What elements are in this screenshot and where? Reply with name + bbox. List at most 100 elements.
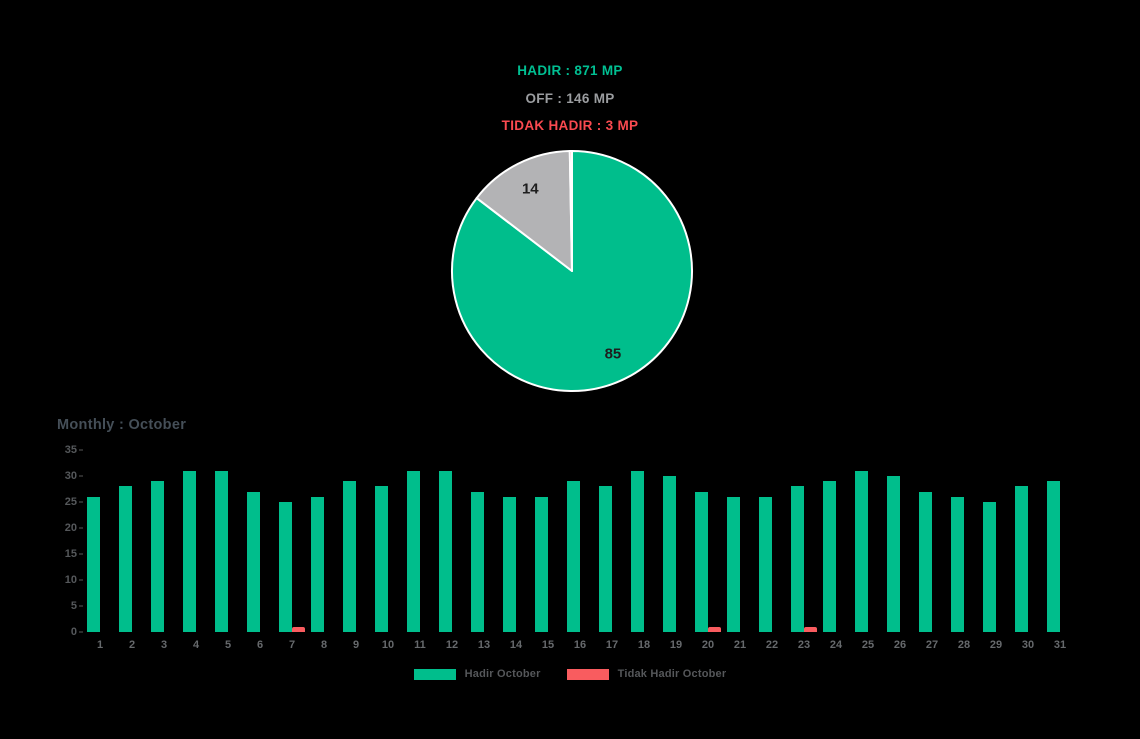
x-tick-label-20: 20: [701, 639, 715, 651]
bar-group-day-25: [852, 450, 884, 632]
hadir-bar-day-5[interactable]: [215, 470, 228, 632]
hadir-bar-day-22[interactable]: [759, 496, 772, 632]
x-tick-label-14: 14: [509, 639, 523, 651]
x-tick-label-12: 12: [445, 639, 459, 651]
pie-slice-tidak-hadir[interactable]: [568, 150, 573, 272]
x-tick-label-21: 21: [733, 639, 747, 651]
x-tick-label-8: 8: [320, 639, 328, 651]
x-tick-label-2: 2: [128, 639, 136, 651]
bar-pair-day-11: [407, 470, 433, 632]
bar-group-day-29: [980, 450, 1012, 632]
pie-value-off: 14: [521, 180, 539, 198]
x-tick-label-3: 3: [160, 639, 168, 651]
hadir-bar-day-3[interactable]: [151, 481, 164, 632]
bar-pair-day-4: [183, 470, 209, 632]
bar-pair-day-24: [823, 481, 849, 632]
hadir-bar-day-15[interactable]: [535, 496, 548, 632]
legend-item-tidak-hadir-october[interactable]: Tidak Hadir October: [566, 668, 727, 680]
y-tick-mark: [79, 579, 83, 581]
bar-pair-day-31: [1047, 481, 1073, 632]
bar-pair-day-18: [631, 470, 657, 632]
x-tick-label-9: 9: [352, 639, 360, 651]
hadir-bar-day-14[interactable]: [503, 496, 516, 632]
hadir-bar-day-2[interactable]: [119, 486, 132, 632]
tidak-hadir-bar-day-20[interactable]: [708, 626, 721, 632]
bar-pair-day-7: [279, 502, 305, 632]
hadir-bar-day-24[interactable]: [823, 481, 836, 632]
hadir-bar-day-30[interactable]: [1015, 486, 1028, 632]
bar-pair-day-20: [695, 491, 721, 632]
pie-slice-off[interactable]: [475, 150, 573, 272]
bar-pair-day-2: [119, 486, 145, 632]
hadir-bar-day-1[interactable]: [87, 496, 100, 632]
summary-tidak-hadir: TIDAK HADIR : 3 MP: [501, 118, 639, 133]
bar-group-day-23: [788, 450, 820, 632]
bar-pair-day-27: [919, 491, 945, 632]
y-tick-label-5: 5: [70, 600, 77, 612]
hadir-bar-day-29[interactable]: [983, 502, 996, 632]
hadir-bar-day-7[interactable]: [279, 502, 292, 632]
hadir-bar-day-31[interactable]: [1047, 481, 1060, 632]
tidak-hadir-bar-day-7[interactable]: [292, 626, 305, 632]
legend-label: Hadir October: [464, 668, 541, 680]
hadir-bar-day-13[interactable]: [471, 491, 484, 632]
hadir-bar-day-8[interactable]: [311, 496, 324, 632]
bar-pair-day-13: [471, 491, 497, 632]
x-tick-label-11: 11: [414, 639, 426, 651]
bar-pair-day-26: [887, 476, 913, 632]
hadir-bar-day-20[interactable]: [695, 491, 708, 632]
summary-hadir: HADIR : 871 MP: [517, 63, 623, 78]
hadir-bar-day-26[interactable]: [887, 476, 900, 632]
hadir-bar-day-10[interactable]: [375, 486, 388, 632]
x-tick-label-15: 15: [541, 639, 555, 651]
hadir-bar-day-11[interactable]: [407, 470, 420, 632]
bar-pair-day-29: [983, 502, 1009, 632]
bar-group-day-2: [116, 450, 148, 632]
hadir-bar-day-12[interactable]: [439, 470, 452, 632]
hadir-bar-day-21[interactable]: [727, 496, 740, 632]
x-tick-label-17: 17: [605, 639, 619, 651]
x-tick-label-5: 5: [224, 639, 232, 651]
legend-item-hadir-october[interactable]: Hadir October: [413, 668, 541, 680]
bar-pair-day-19: [663, 476, 689, 632]
bar-pair-day-1: [87, 496, 113, 632]
x-tick-label-25: 25: [861, 639, 875, 651]
x-tick-label-19: 19: [669, 639, 683, 651]
tidak-hadir-bar-day-23[interactable]: [804, 626, 817, 632]
hadir-bar-day-27[interactable]: [919, 491, 932, 632]
x-tick-label-22: 22: [765, 639, 779, 651]
bar-group-day-14: [500, 450, 532, 632]
bar-pair-day-8: [311, 496, 337, 632]
y-tick-mark: [79, 527, 83, 529]
bar-group-day-6: [244, 450, 276, 632]
hadir-bar-day-17[interactable]: [599, 486, 612, 632]
hadir-bar-day-16[interactable]: [567, 481, 580, 632]
bar-group-day-16: [564, 450, 596, 632]
bar-group-day-10: [372, 450, 404, 632]
hadir-bar-day-19[interactable]: [663, 476, 676, 632]
y-tick-label-0: 0: [70, 626, 77, 638]
bar-group-day-8: [308, 450, 340, 632]
y-tick-label-30: 30: [64, 470, 77, 482]
hadir-bar-day-4[interactable]: [183, 470, 196, 632]
bar-pair-day-10: [375, 486, 401, 632]
attendance-pie-chart[interactable]: [449, 148, 695, 394]
hadir-bar-day-28[interactable]: [951, 496, 964, 632]
hadir-bar-day-25[interactable]: [855, 470, 868, 632]
hadir-bar-day-9[interactable]: [343, 481, 356, 632]
bar-pair-day-5: [215, 470, 241, 632]
monthly-bar-chart[interactable]: [84, 450, 1076, 632]
hadir-bar-day-23[interactable]: [791, 486, 804, 632]
bar-group-day-27: [916, 450, 948, 632]
x-tick-label-4: 4: [192, 639, 200, 651]
hadir-bar-day-6[interactable]: [247, 491, 260, 632]
bar-group-day-12: [436, 450, 468, 632]
hadir-bar-day-18[interactable]: [631, 470, 644, 632]
bar-group-day-30: [1012, 450, 1044, 632]
bar-group-day-21: [724, 450, 756, 632]
y-tick-mark: [79, 553, 83, 555]
y-tick-mark: [79, 475, 83, 477]
bar-pair-day-16: [567, 481, 593, 632]
bar-pair-day-23: [791, 486, 817, 632]
